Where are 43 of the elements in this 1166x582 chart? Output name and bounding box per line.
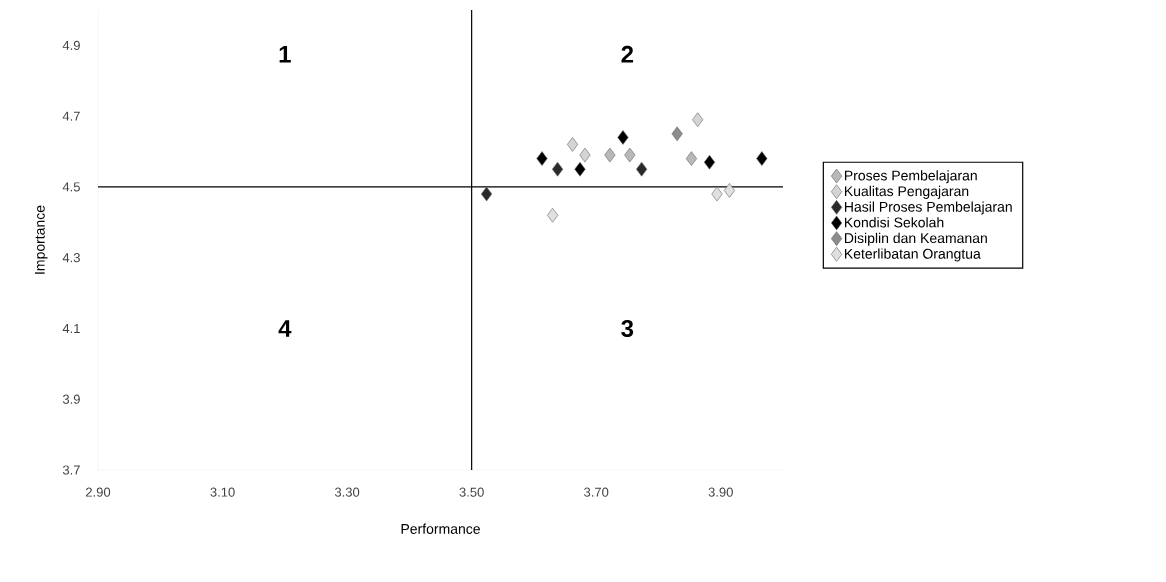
point: [617, 130, 629, 145]
annotation: 2: [621, 45, 634, 63]
x-tick-label: 2.90: [86, 487, 111, 497]
y-axis-title: Importance: [35, 205, 48, 274]
point: [685, 151, 698, 166]
x-tick-label: 3.70: [584, 487, 609, 497]
y-tick-label: 4.3: [62, 253, 80, 263]
point: [723, 183, 735, 198]
point: [566, 137, 579, 152]
point: [579, 147, 591, 163]
y-tick-label: 3.9: [62, 394, 80, 404]
point: [481, 186, 493, 202]
legend-label: Kualitas Pengajaran: [844, 185, 969, 199]
annotation: 4: [278, 320, 292, 337]
point: [604, 147, 616, 163]
point: [536, 151, 548, 166]
x-tick-label: 3.30: [334, 487, 360, 497]
point: [703, 154, 716, 170]
point: [624, 147, 636, 163]
point: [574, 161, 586, 177]
annotation: 3: [621, 319, 634, 337]
point: [692, 112, 704, 127]
point: [636, 161, 648, 177]
x-tick-label: 3.50: [459, 487, 484, 497]
y-tick-label: 4.7: [62, 111, 80, 121]
x-tick-label: 3.90: [708, 487, 733, 497]
legend-label: Hasil Proses Pembelajaran: [844, 201, 1012, 215]
point: [547, 207, 559, 223]
y-tick-label: 4.9: [62, 40, 80, 50]
x-tick-label: 3.10: [210, 487, 235, 497]
annotation: 1: [279, 45, 291, 63]
point: [671, 126, 683, 142]
legend-label: Disiplin dan Keamanan: [844, 232, 987, 246]
legend-label: Keterlibatan Orangtua: [844, 248, 981, 262]
y-tick-label: 4.1: [62, 323, 80, 333]
x-axis-title: Performance: [401, 523, 480, 534]
y-tick-label: 4.5: [62, 182, 80, 192]
legend-label: Proses Pembelajaran: [844, 170, 977, 184]
point: [552, 161, 564, 177]
point: [711, 186, 723, 202]
point: [756, 151, 768, 166]
y-tick-label: 3.7: [62, 465, 80, 475]
legend-label: Kondisi Sekolah: [844, 217, 944, 228]
